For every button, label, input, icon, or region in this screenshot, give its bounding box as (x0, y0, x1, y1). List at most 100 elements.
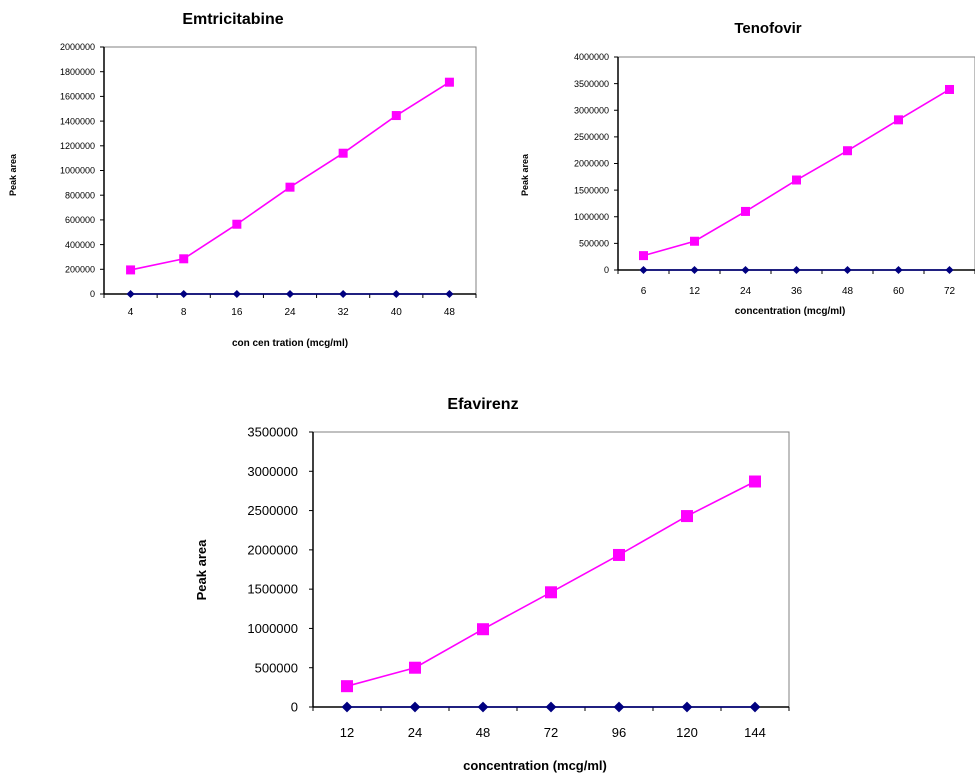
chart-title: Emtricitabine (182, 11, 283, 28)
data-point (741, 206, 750, 216)
data-point (126, 289, 135, 299)
y-tick-label: 1400000 (60, 116, 95, 126)
series-line (130, 81, 450, 271)
data-point (690, 265, 699, 275)
data-point (945, 84, 954, 94)
data-point (690, 236, 699, 246)
data-point (639, 251, 648, 261)
y-tick-label: 600000 (65, 215, 95, 225)
x-tick-label: 72 (544, 725, 558, 740)
x-tick-label: 60 (893, 286, 905, 297)
data-point (126, 265, 136, 275)
y-tick-label: 1500000 (574, 185, 609, 195)
data-point (179, 254, 189, 264)
x-axis-label: concentration (mcg/ml) (463, 758, 607, 773)
data-point (477, 623, 489, 636)
x-tick-label: 8 (181, 307, 187, 318)
x-tick-label: 6 (641, 286, 647, 297)
y-tick-label: 4000000 (574, 52, 609, 62)
data-point (792, 265, 801, 275)
data-point (613, 701, 625, 713)
y-tick-label: 1000000 (60, 166, 95, 176)
y-tick-label: 2000000 (574, 159, 609, 169)
y-tick-label: 0 (90, 289, 95, 299)
x-tick-label: 96 (612, 725, 626, 740)
data-point (741, 265, 750, 275)
y-tick-label: 2500000 (247, 503, 298, 518)
x-tick-label: 72 (944, 286, 956, 297)
data-point (409, 701, 421, 713)
chart-emtricitabine: Emtricitabine con cen tration (mcg/ml) P… (8, 11, 477, 349)
x-tick-label: 48 (444, 307, 456, 318)
x-tick-label: 16 (231, 307, 243, 318)
data-point (285, 289, 295, 299)
chart-tenofovir: Tenofovir concentration (mcg/ml) Peak ar… (520, 20, 975, 317)
data-point (341, 680, 353, 693)
y-tick-label: 0 (604, 265, 609, 275)
data-point (894, 115, 903, 125)
data-point (894, 265, 903, 275)
x-tick-label: 40 (391, 307, 403, 318)
plot-area (312, 431, 790, 708)
y-axis-label: Peak area (8, 153, 18, 196)
y-tick-label: 1500000 (247, 582, 298, 597)
y-tick-label: 2000000 (60, 42, 95, 52)
data-point (232, 289, 241, 299)
y-tick-label: 3500000 (247, 425, 298, 440)
series-line (643, 88, 950, 257)
x-tick-label: 4 (128, 307, 134, 318)
data-point (444, 77, 454, 87)
y-tick-label: 3000000 (247, 464, 298, 479)
data-point (409, 661, 421, 674)
data-point (179, 289, 188, 299)
data-point (945, 265, 954, 275)
x-tick-label: 32 (338, 307, 350, 318)
data-point (338, 148, 348, 158)
x-tick-label: 24 (740, 286, 752, 297)
x-tick-label: 48 (476, 725, 490, 740)
data-point (232, 219, 242, 229)
x-tick-label: 144 (744, 725, 766, 740)
data-point (792, 175, 801, 185)
data-point (639, 265, 648, 275)
y-tick-label: 3500000 (574, 79, 609, 89)
chart-title: Efavirenz (447, 396, 518, 413)
data-point (392, 289, 401, 299)
data-point (341, 701, 353, 713)
data-point (681, 510, 693, 523)
y-tick-label: 1000000 (247, 621, 298, 636)
series-line (346, 480, 756, 687)
data-point (749, 475, 761, 488)
chart-title: Tenofovir (734, 20, 801, 37)
y-tick-label: 3000000 (574, 105, 609, 115)
y-tick-label: 1200000 (60, 141, 95, 151)
x-axis-label: concentration (mcg/ml) (735, 306, 846, 317)
y-tick-label: 0 (291, 700, 298, 715)
data-point (339, 289, 348, 299)
y-axis-label: Peak area (194, 539, 209, 600)
x-tick-label: 48 (842, 286, 854, 297)
data-point (681, 701, 693, 713)
data-point (843, 265, 852, 275)
x-tick-label: 24 (408, 725, 422, 740)
data-point (477, 701, 489, 713)
y-tick-label: 500000 (579, 239, 609, 249)
data-point (545, 701, 557, 713)
x-axis-label: con cen tration (mcg/ml) (232, 338, 348, 349)
x-tick-label: 120 (676, 725, 698, 740)
x-tick-label: 12 (340, 725, 354, 740)
y-tick-label: 1000000 (574, 212, 609, 222)
plot-area (103, 46, 477, 295)
y-tick-label: 2000000 (247, 542, 298, 557)
plot-area (617, 56, 975, 271)
y-tick-label: 1800000 (60, 67, 95, 77)
y-axis-label: Peak area (520, 153, 530, 196)
y-tick-label: 800000 (65, 190, 95, 200)
x-tick-label: 36 (791, 286, 803, 297)
data-point (285, 182, 295, 192)
y-tick-label: 1600000 (60, 92, 95, 102)
data-point (749, 701, 761, 713)
y-tick-label: 200000 (65, 264, 95, 274)
x-tick-label: 12 (689, 286, 701, 297)
